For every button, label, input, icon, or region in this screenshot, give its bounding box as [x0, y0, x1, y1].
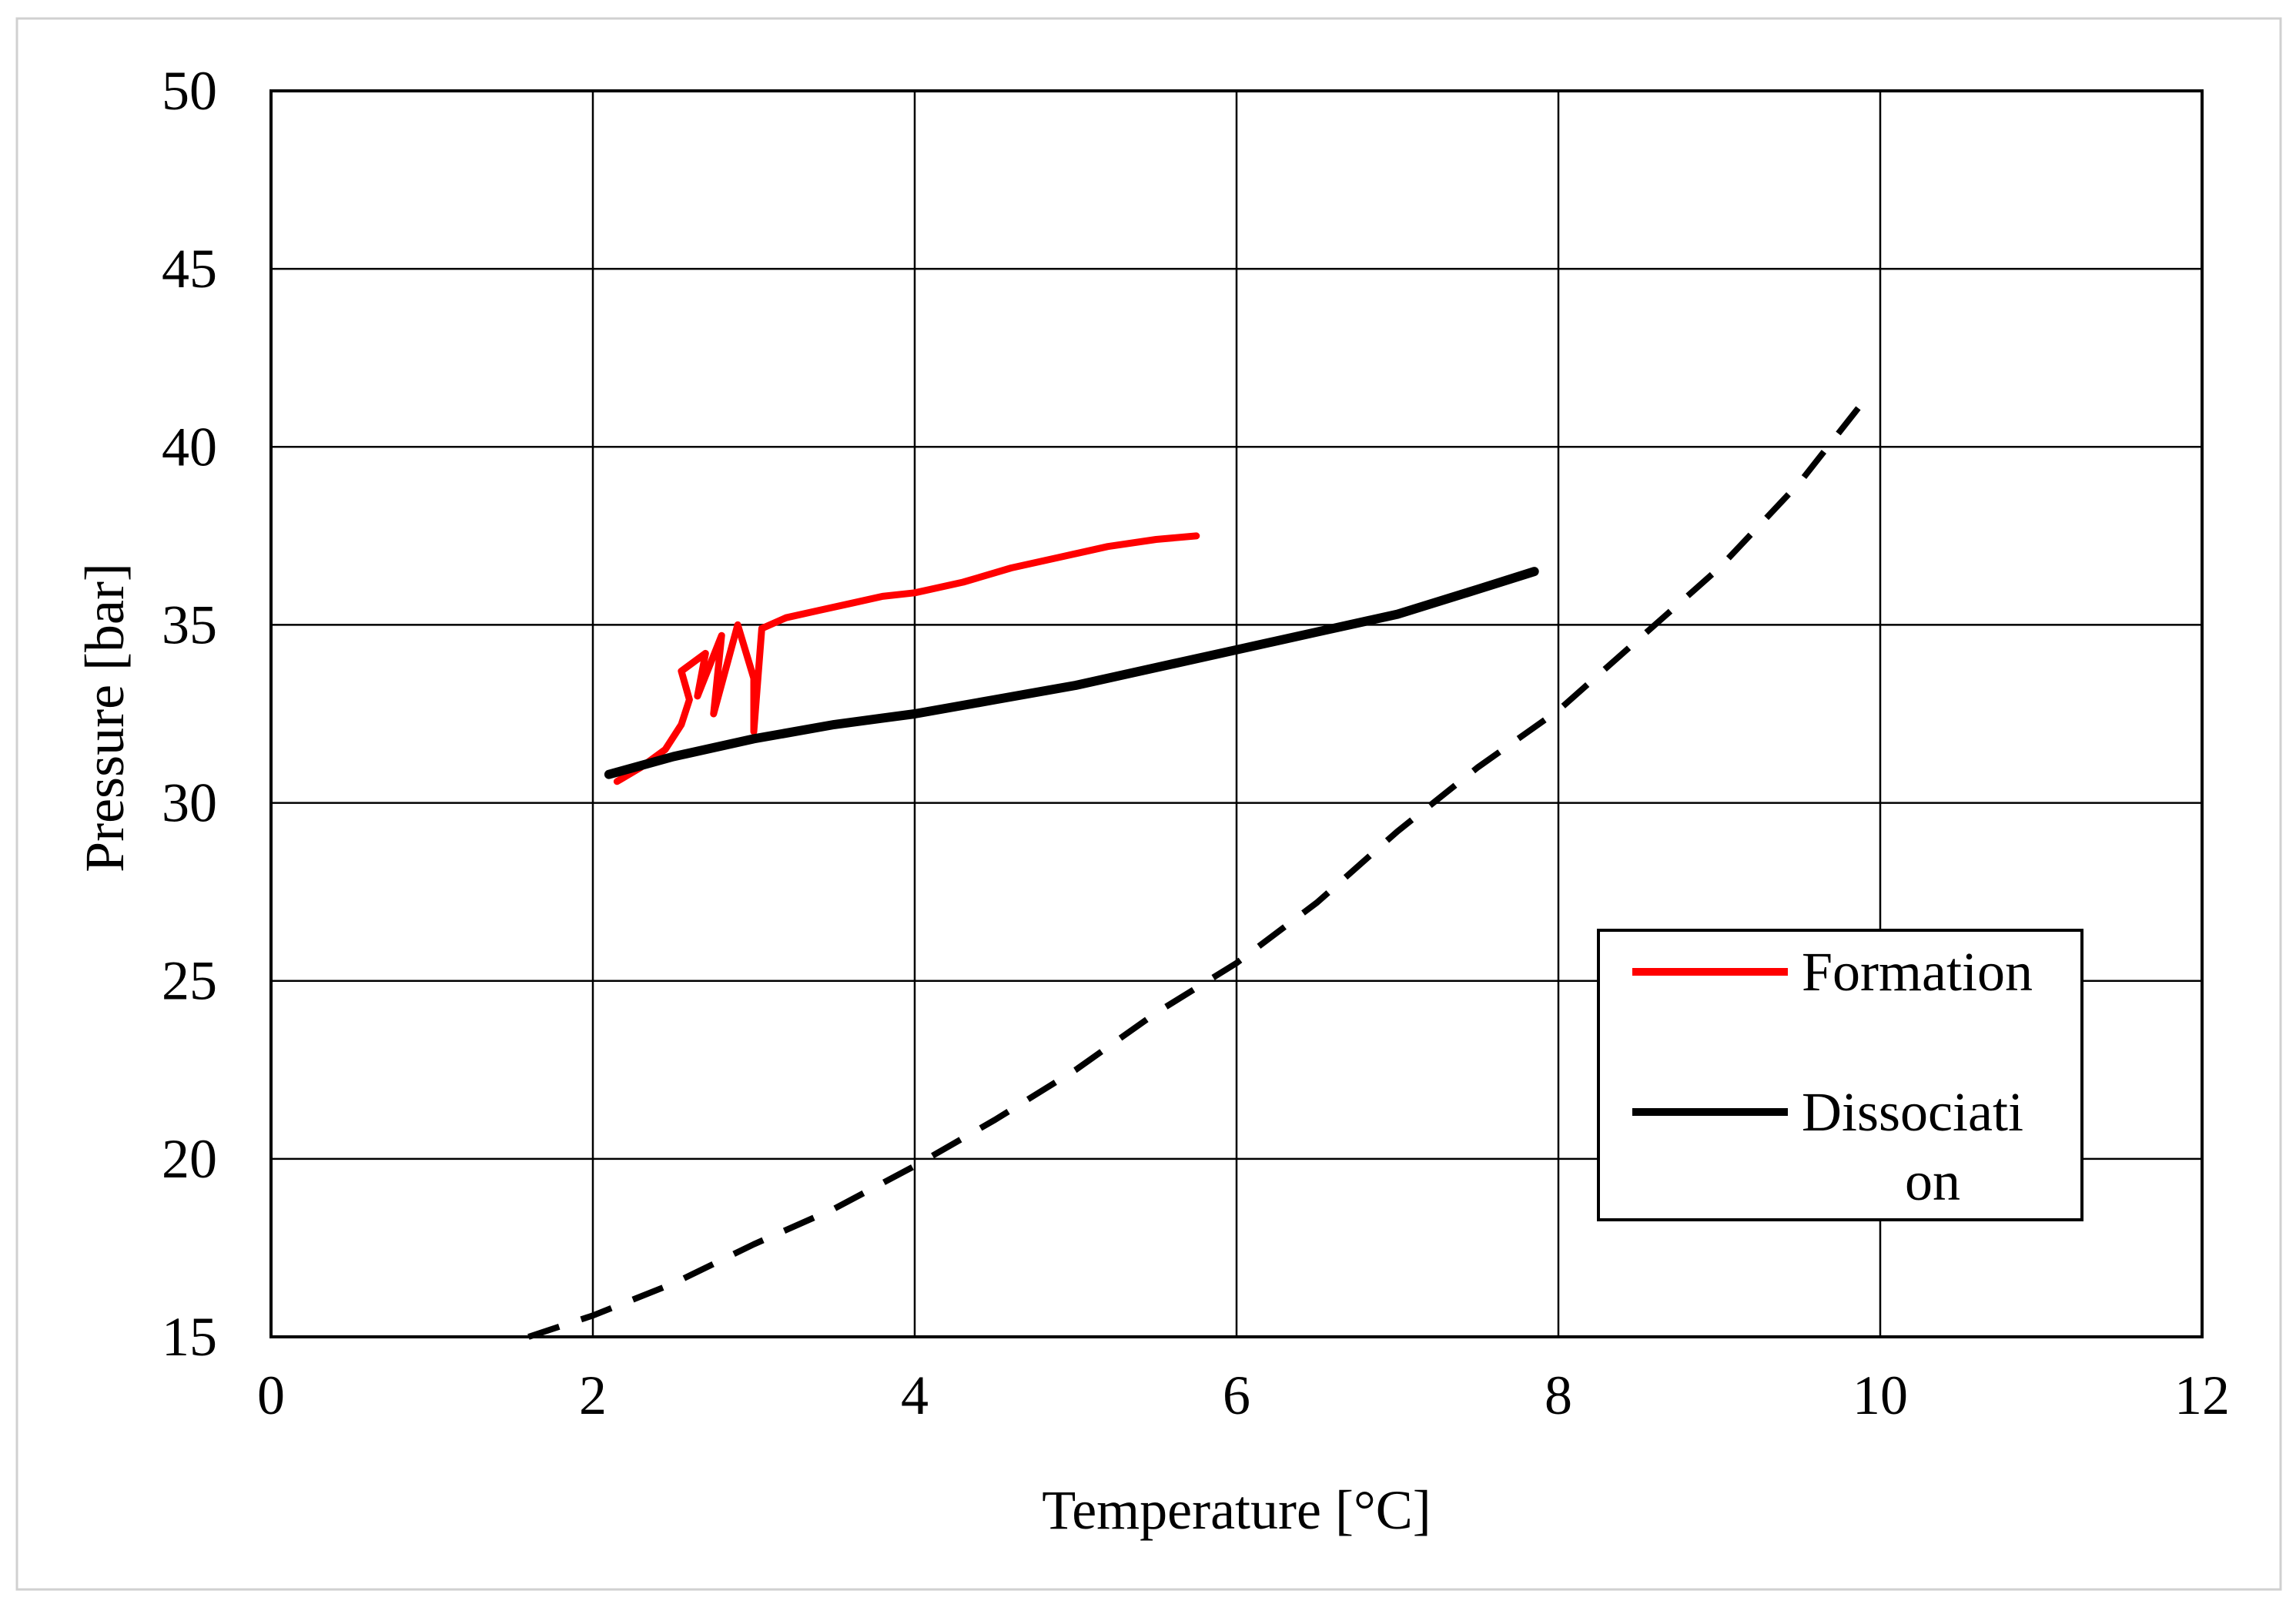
series-formation-line [613, 532, 1200, 785]
y-tick-label: 30 [162, 772, 217, 834]
x-tick-label: 0 [257, 1365, 285, 1426]
legend-items: Formation Dissociati on [1632, 941, 2033, 1212]
y-tick-label: 35 [162, 594, 217, 655]
x-axis-title: Temperature [°C] [1042, 1479, 1431, 1541]
y-tick-label: 15 [162, 1306, 217, 1368]
legend: Formation Dissociati on [1597, 929, 2083, 1221]
tick-labels: 0 2 4 6 8 10 12 15 20 25 30 35 40 45 50 [162, 60, 2230, 1426]
y-tick-label: 20 [162, 1128, 217, 1190]
legend-box [1597, 929, 2083, 1221]
plot-area [269, 89, 2204, 1338]
chart-outer-frame [15, 17, 2282, 1591]
x-tick-label: 12 [2174, 1365, 2230, 1426]
y-tick-label: 25 [162, 950, 217, 1012]
y-axis-title: Pressure [bar] [74, 563, 136, 872]
y-tick-label: 50 [162, 60, 217, 122]
y-tick-label: 45 [162, 238, 217, 300]
x-tick-label: 6 [1223, 1365, 1250, 1426]
series-equilibrium-curve-line [527, 398, 1867, 1340]
x-tick-label: 2 [579, 1365, 607, 1426]
x-tick-label: 10 [1853, 1365, 1908, 1426]
x-tick-label: 8 [1545, 1365, 1572, 1426]
legend-label-dissociation: Dissociati [1802, 1081, 2023, 1143]
y-tick-label: 40 [162, 416, 217, 477]
series-group [527, 398, 1867, 1340]
gridlines [269, 89, 2204, 1338]
legend-label-formation: Formation [1802, 941, 2033, 1003]
series-dissociation-line [604, 567, 1539, 779]
x-tick-label: 4 [901, 1365, 929, 1426]
legend-label-dissociation: on [1905, 1150, 1960, 1212]
